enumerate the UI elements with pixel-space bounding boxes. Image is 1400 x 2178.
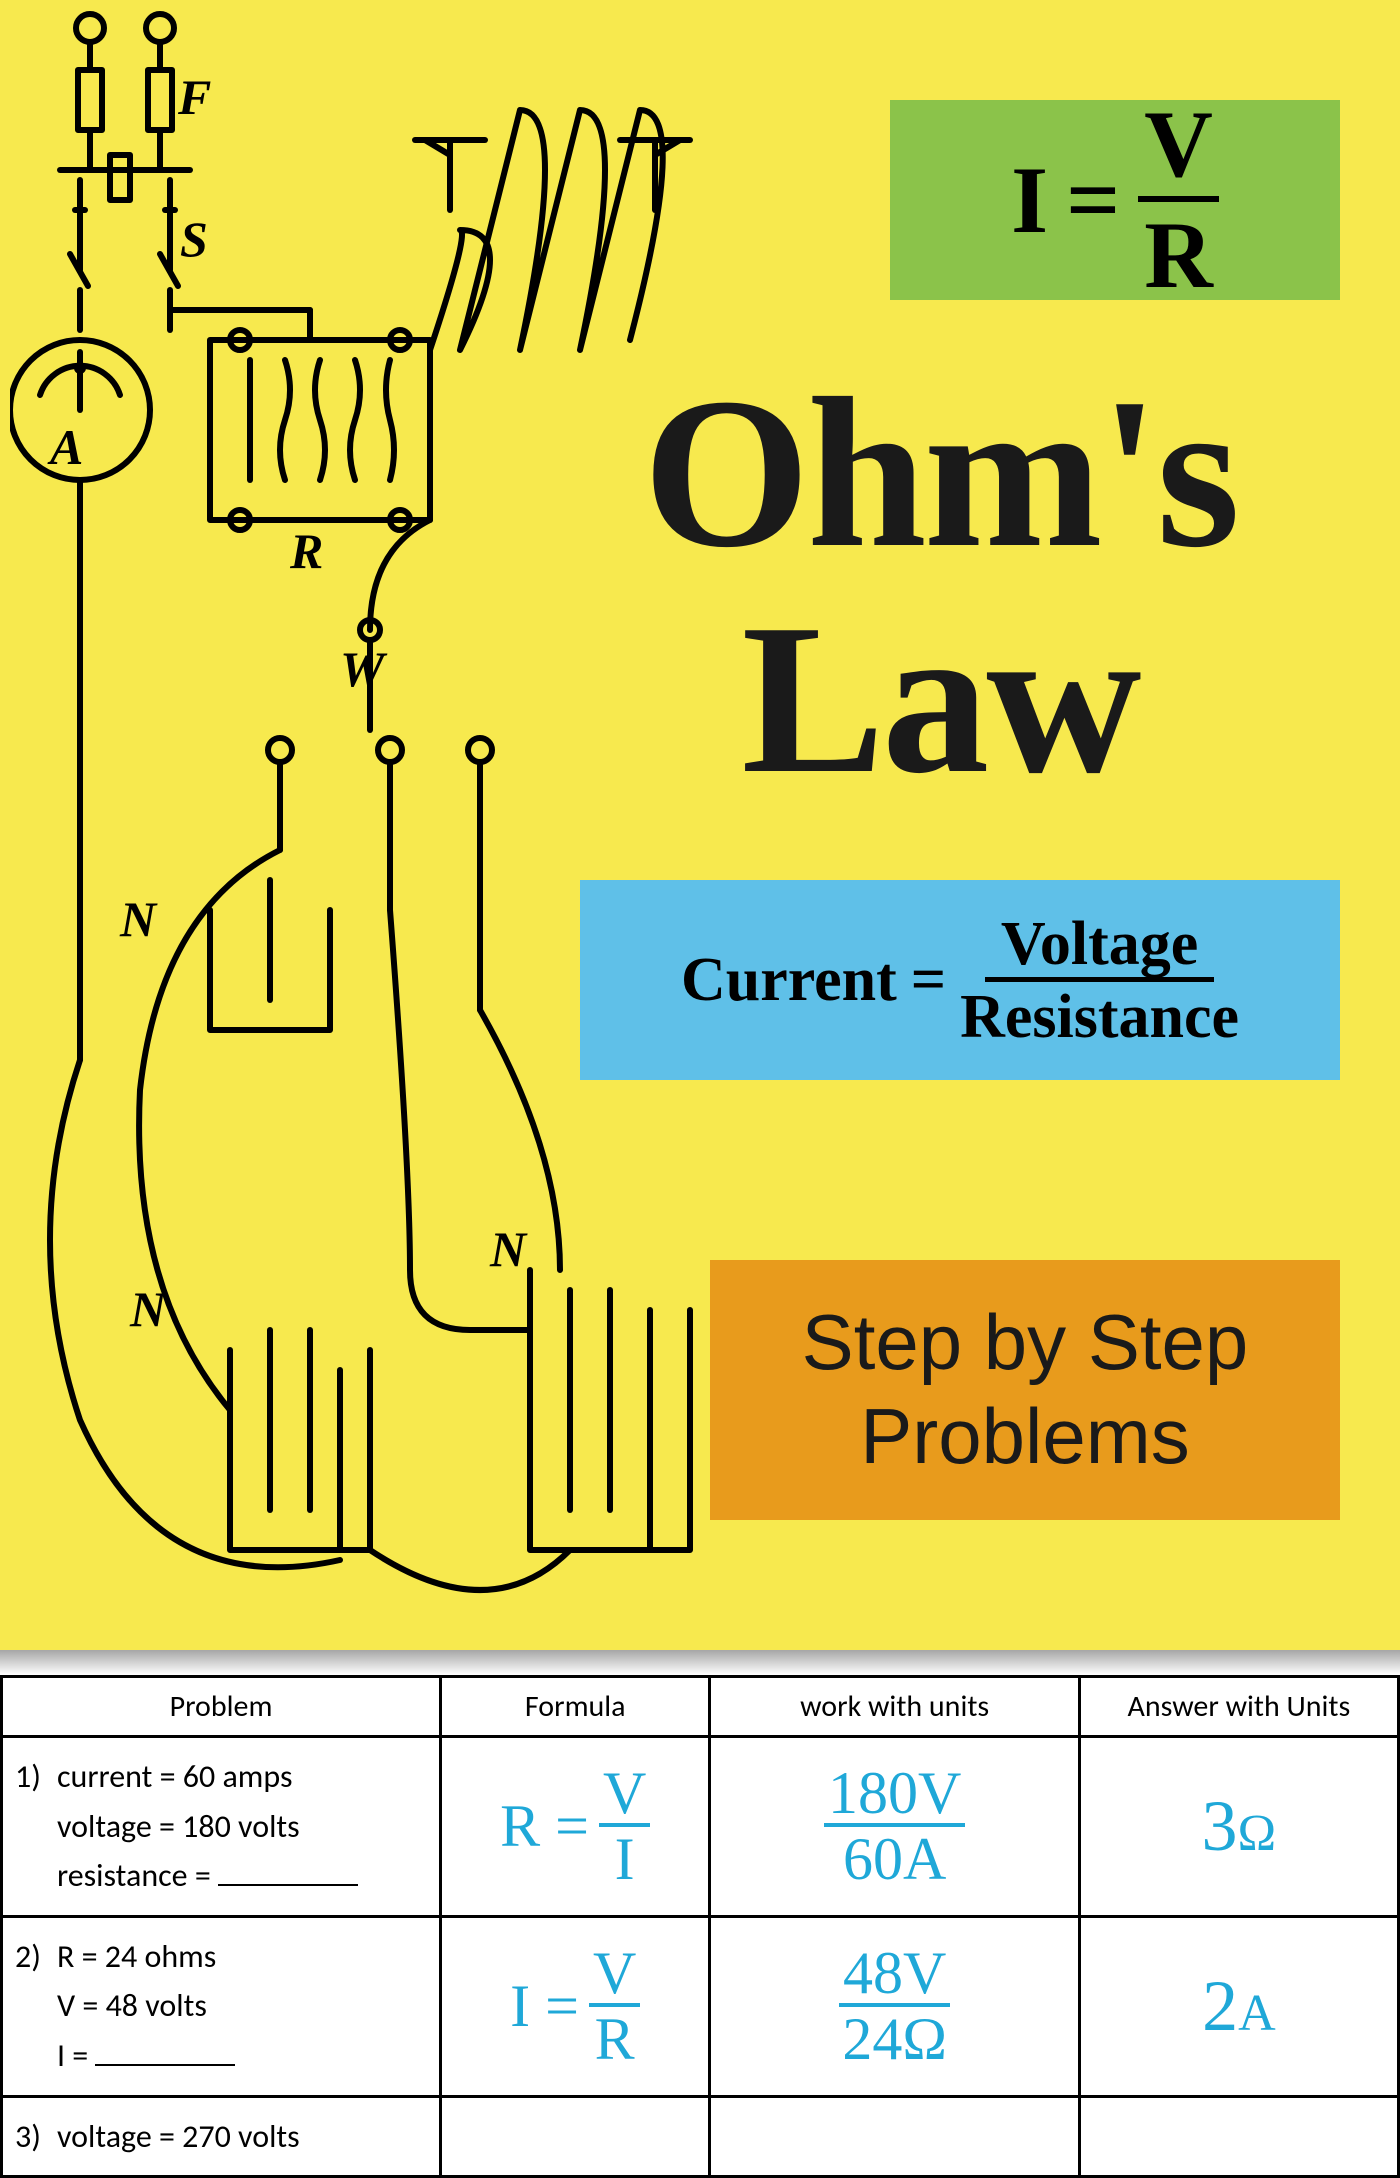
circuit-diagram xyxy=(10,10,710,1630)
worksheet: Problem Formula work with units Answer w… xyxy=(0,1675,1400,2178)
equals-sign: = xyxy=(1066,145,1120,255)
th-problem: Problem xyxy=(2,1677,441,1737)
drop-shadow xyxy=(0,1650,1400,1675)
formula-cell xyxy=(441,2096,710,2177)
th-answer: Answer with Units xyxy=(1079,1677,1398,1737)
label-A: A xyxy=(50,418,83,476)
problem-cell: 1)current = 60 ampsvoltage = 180 voltsre… xyxy=(2,1737,441,1917)
label-W: W xyxy=(340,640,384,698)
label-S: S xyxy=(180,210,208,268)
label-N1: N xyxy=(120,890,156,948)
work-cell: 180V60A xyxy=(710,1737,1079,1917)
formula-cell: I =VR xyxy=(441,1916,710,2096)
table-row: 2)R = 24 ohmsV = 48 voltsI = I =VR48V24Ω… xyxy=(2,1916,1399,2096)
words-formula-box: Current = Voltage Resistance xyxy=(580,880,1340,1080)
words-fraction: Voltage Resistance xyxy=(960,913,1239,1048)
formula-cell: R =VI xyxy=(441,1737,710,1917)
title: Ohm's Law xyxy=(540,360,1340,812)
answer-cell: 3Ω xyxy=(1079,1737,1398,1917)
work-cell: 48V24Ω xyxy=(710,1916,1079,2096)
answer-cell xyxy=(1079,2096,1398,2177)
formula-fraction: V R xyxy=(1138,97,1219,303)
problem-cell: 3)voltage = 270 volts xyxy=(2,2096,441,2177)
label-N3: N xyxy=(490,1220,526,1278)
label-R: R xyxy=(290,522,323,580)
problem-cell: 2)R = 24 ohmsV = 48 voltsI = xyxy=(2,1916,441,2096)
formula-box: I = V R xyxy=(890,100,1340,300)
table-row: 3)voltage = 270 volts xyxy=(2,2096,1399,2177)
words-lhs: Current xyxy=(681,945,897,1016)
answer-cell: 2A xyxy=(1079,1916,1398,2096)
th-formula: Formula xyxy=(441,1677,710,1737)
work-cell xyxy=(710,2096,1079,2177)
label-F: F xyxy=(178,68,211,126)
table-row: 1)current = 60 ampsvoltage = 180 voltsre… xyxy=(2,1737,1399,1917)
step-box: Step by Step Problems xyxy=(710,1260,1340,1520)
th-work: work with units xyxy=(710,1677,1079,1737)
formula-lhs: I xyxy=(1011,145,1048,255)
poster-panel: F S A R W N N N I = V R Ohm's Law Curren… xyxy=(0,0,1400,1650)
equals-sign: = xyxy=(911,945,946,1016)
problems-table: Problem Formula work with units Answer w… xyxy=(0,1675,1400,2178)
label-N2: N xyxy=(130,1280,166,1338)
